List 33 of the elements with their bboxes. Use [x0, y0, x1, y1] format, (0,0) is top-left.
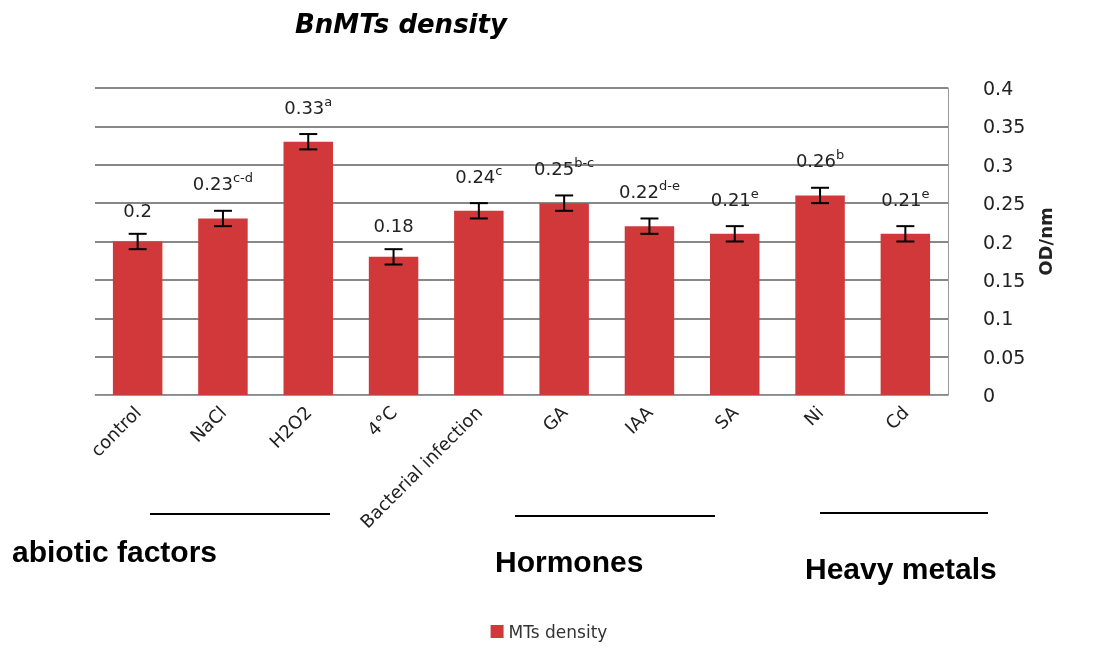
- text: Hormones: [495, 545, 644, 579]
- chart-title: BnMTs density: [295, 9, 508, 39]
- y-tick-label: 0.35: [983, 115, 1026, 138]
- text: abiotic factors: [12, 535, 218, 569]
- x-tick-label: GA: [538, 401, 573, 435]
- y-tick-label: 0.1: [983, 307, 1014, 330]
- y-tick-label: 0.15: [983, 268, 1026, 291]
- y-tick-label: 0.25: [983, 192, 1026, 215]
- y-tick-label: 0.2: [983, 230, 1014, 253]
- data-label: 0.2: [123, 200, 152, 221]
- y-tick-label: 0.3: [983, 153, 1014, 176]
- y-tick-label: 0.4: [983, 77, 1014, 99]
- bar: [710, 233, 760, 395]
- x-tick-label: IAA: [620, 401, 658, 438]
- bar: [880, 233, 931, 395]
- legend-label: MTs density: [508, 621, 608, 642]
- bar: [624, 226, 675, 395]
- x-tick-label: Cd: [880, 401, 913, 434]
- y-axis-title: OD/nm: [1034, 207, 1056, 276]
- x-tick-label: 4°C: [362, 401, 401, 440]
- y-tick-label: 0.05: [983, 345, 1026, 368]
- bar: [454, 210, 504, 395]
- bar: [198, 218, 248, 395]
- x-tick-label: SA: [710, 401, 743, 434]
- bar: [112, 241, 163, 395]
- text: Heavy metals: [805, 552, 997, 586]
- bar: [368, 256, 419, 395]
- bar: [795, 195, 845, 395]
- bar: [283, 141, 333, 395]
- x-tick-label: Ni: [799, 401, 828, 430]
- data-label: 0.18: [373, 215, 414, 237]
- bar: [539, 203, 589, 395]
- y-tick-label: 0: [983, 384, 996, 406]
